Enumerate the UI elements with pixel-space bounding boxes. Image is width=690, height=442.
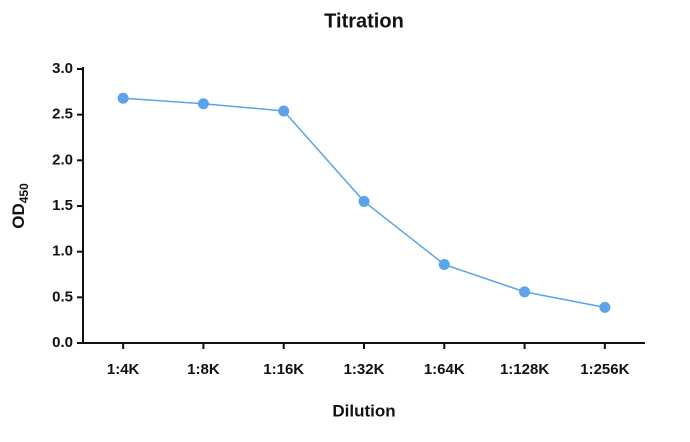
x-tick-label: 1:4K: [107, 361, 140, 378]
data-point: [117, 92, 129, 104]
data-point: [197, 98, 209, 110]
data-point: [278, 105, 290, 117]
data-point: [519, 286, 531, 298]
y-tick-label: 1.0: [52, 243, 73, 260]
y-tick-label: 0.5: [52, 288, 73, 305]
x-tick-label: 1:32K: [344, 361, 385, 378]
x-axis-label: Dilution: [332, 401, 395, 420]
data-point: [599, 301, 611, 313]
data-point: [438, 258, 450, 270]
data-point: [358, 195, 370, 207]
y-tick-label: 1.5: [52, 197, 73, 214]
y-axis-label: OD450: [9, 183, 31, 229]
x-tick-label: 1:64K: [424, 361, 465, 378]
x-tick-label: 1:16K: [263, 361, 304, 378]
y-tick-label: 2.5: [52, 106, 73, 123]
x-tick-label: 1:128K: [500, 361, 549, 378]
y-tick-label: 3.0: [52, 60, 73, 77]
x-tick-label: 1:256K: [580, 361, 629, 378]
x-tick-label: 1:8K: [187, 361, 220, 378]
y-tick-label: 2.0: [52, 151, 73, 168]
y-tick-label: 0.0: [52, 334, 73, 351]
y-axis-label-subscript: 450: [17, 183, 31, 203]
chart-title: Titration: [324, 10, 404, 32]
y-axis-label-main: OD: [9, 203, 28, 229]
